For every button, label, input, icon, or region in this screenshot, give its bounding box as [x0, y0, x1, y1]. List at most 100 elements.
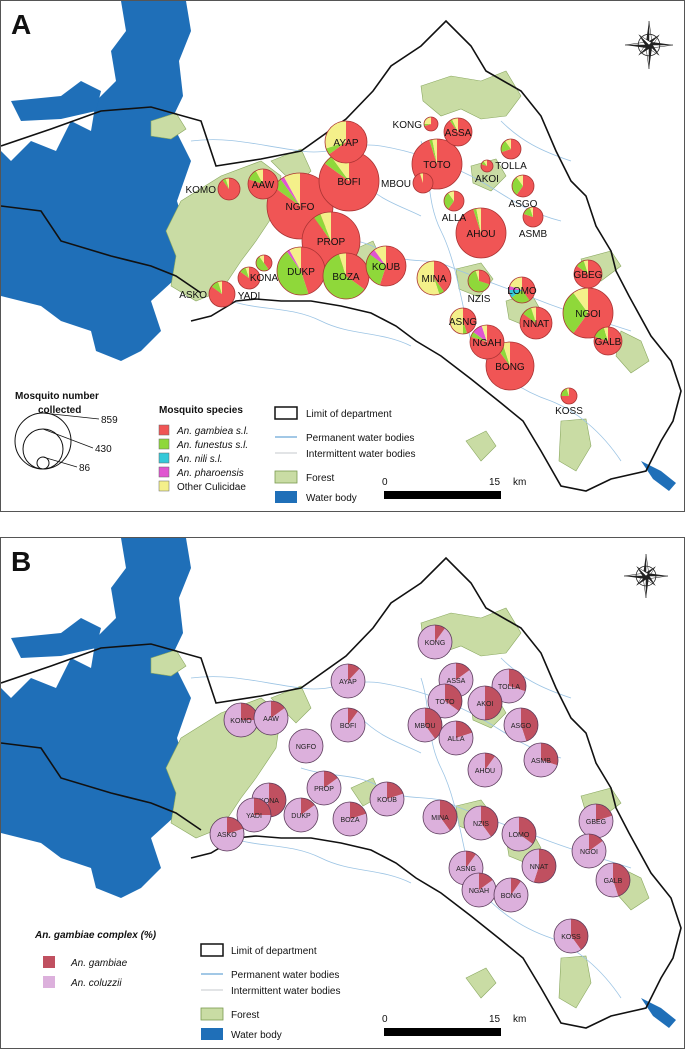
pie-slice	[346, 253, 369, 290]
legend-swatch-species-2	[158, 452, 170, 464]
pie-site-ngfo	[288, 728, 324, 764]
pie-slice	[439, 721, 473, 755]
site-label-galb: GALB	[595, 337, 622, 348]
pie-site-asko	[208, 280, 236, 308]
site-label-assa: ASSA	[447, 678, 466, 685]
pie-site-bong	[493, 877, 529, 913]
site-label-yadi: YADI	[246, 813, 262, 820]
site-label-tolla: TOLLA	[498, 684, 520, 691]
pie-slice	[502, 817, 533, 851]
forest-label: Forest	[306, 473, 335, 484]
site-label-bofi: BOFI	[337, 177, 360, 188]
scale-bar: 0 15 km	[382, 1014, 526, 1036]
site-label-nzis: NZIS	[473, 821, 489, 828]
legend-swatch-species-3	[158, 466, 170, 478]
pie-site-galb	[595, 862, 631, 898]
pie-site-tolla	[491, 668, 527, 704]
scale-bar-rect	[384, 491, 501, 499]
legend-swatch-species-0	[158, 424, 170, 436]
pie-slice	[301, 798, 315, 815]
pie-slice	[479, 270, 490, 285]
pie-site-mina	[416, 260, 452, 296]
pie-site-mina	[422, 799, 458, 835]
pie-site-asgo	[503, 707, 539, 743]
pie-slice	[573, 260, 602, 288]
pie-slice	[481, 325, 487, 342]
pie-slice	[333, 802, 368, 836]
pie-slice	[348, 708, 358, 725]
pie-site-dukp	[283, 797, 319, 833]
pie-slice	[338, 253, 346, 276]
site-label-kona: KONA	[259, 798, 279, 805]
pie-slice	[435, 625, 445, 642]
pie-slice	[494, 878, 529, 912]
pie-slice	[481, 160, 494, 172]
site-label-mina: MINA	[431, 815, 449, 822]
site-label-asgo: ASGO	[509, 199, 538, 210]
pie-slice	[227, 817, 244, 834]
pie-site-gbeg	[578, 803, 614, 839]
water-swatch	[275, 491, 297, 503]
pie-site-yadi	[237, 266, 261, 290]
pie-slice	[603, 327, 608, 341]
scale-bar: 0 15 km	[382, 477, 526, 499]
pie-site-alla	[443, 190, 465, 212]
pie-slice	[541, 743, 558, 766]
forest-swatch	[200, 1007, 224, 1021]
site-label-asgo: ASGO	[511, 723, 532, 730]
pie-site-asng	[449, 307, 477, 335]
pie-slice	[271, 701, 285, 718]
pie-slice	[369, 249, 386, 266]
pie-slice	[501, 140, 511, 153]
pie-slice	[350, 802, 367, 819]
pie-site-kong	[423, 116, 439, 132]
limit-swatch	[200, 943, 224, 957]
pie-slice	[440, 800, 457, 831]
pie-slice	[505, 139, 511, 149]
pie-slice	[467, 753, 502, 787]
pie-slice	[613, 863, 630, 897]
pie-slice	[463, 806, 491, 840]
pie-slice	[468, 270, 490, 292]
pie-slice	[307, 771, 341, 805]
pie-site-alla	[438, 720, 474, 756]
pie-charts-layer: KONG ASSA AYAP TOLLA TOTO AKOI BOFI KOMO AAW MBOU…	[179, 116, 623, 417]
pie-slice	[479, 873, 493, 890]
site-label-nnat: NNAT	[523, 319, 549, 330]
pie-slice	[419, 173, 423, 183]
pie-site-aaw	[253, 700, 289, 736]
legend-swatch-species-1	[158, 438, 170, 450]
pie-slice	[434, 278, 444, 295]
pie-slice	[254, 798, 271, 815]
pie-slice	[521, 849, 539, 883]
pie-slice	[533, 849, 556, 883]
site-label-ngfo: NGFO	[286, 202, 315, 213]
pie-slice	[572, 834, 606, 868]
pie-slice	[211, 281, 222, 294]
site-label-koub: KOUB	[372, 262, 401, 273]
site-label-toto: TOTO	[435, 699, 455, 706]
pie-slice	[485, 753, 495, 770]
site-label-koss: KOSS	[555, 406, 583, 417]
pie-slice	[511, 878, 521, 895]
pie-site-tolla	[500, 138, 522, 160]
legend-label-species-0: An. gambiea s.l.	[176, 426, 249, 437]
pie-slice	[255, 169, 263, 184]
pie-slice	[289, 729, 323, 763]
pie-slice	[573, 288, 613, 338]
pie-slice	[374, 246, 386, 266]
pie-slice	[522, 277, 536, 301]
pie-slice	[280, 177, 300, 206]
site-label-prop: PROP	[317, 237, 346, 248]
size-legend-circle-medium	[22, 428, 64, 470]
pie-site-mbou	[407, 707, 443, 743]
pie-slice	[329, 121, 368, 164]
pie-site-boza	[322, 252, 370, 300]
pie-slice	[286, 249, 301, 271]
pie-site-mbou	[412, 172, 434, 194]
map-a-canvas: KONG ASSA AYAP TOLLA TOTO AKOI BOFI KOMO AAW MBOU…	[1, 1, 682, 504]
pie-slice	[324, 156, 349, 181]
water-body	[1, 1, 676, 491]
limit-swatch	[274, 406, 298, 420]
site-label-nzis: NZIS	[468, 294, 491, 305]
